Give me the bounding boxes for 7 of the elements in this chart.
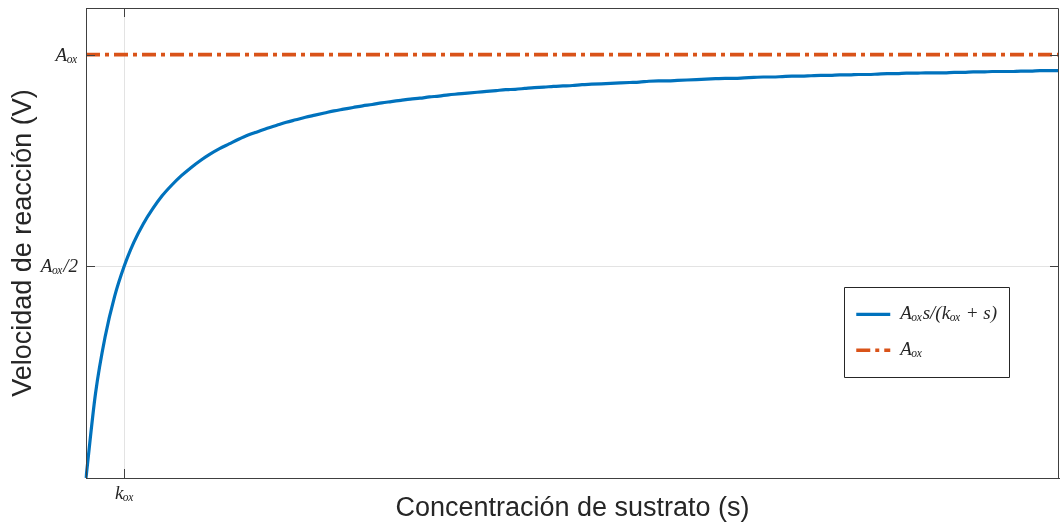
text: kₒₓ (114, 481, 135, 503)
legend-label: Aₒₓs/(kₒₓ + s) (898, 302, 998, 325)
text: Aₒₓ (53, 43, 78, 65)
y-axis-title: Velocidad de reacción (V) (6, 89, 37, 397)
legend-label: Aₒₓ (898, 338, 923, 360)
x-axis-title: Concentración de sustrato (s) (395, 492, 750, 523)
ref-line-label: Aₒₓ/2 (38, 254, 79, 276)
